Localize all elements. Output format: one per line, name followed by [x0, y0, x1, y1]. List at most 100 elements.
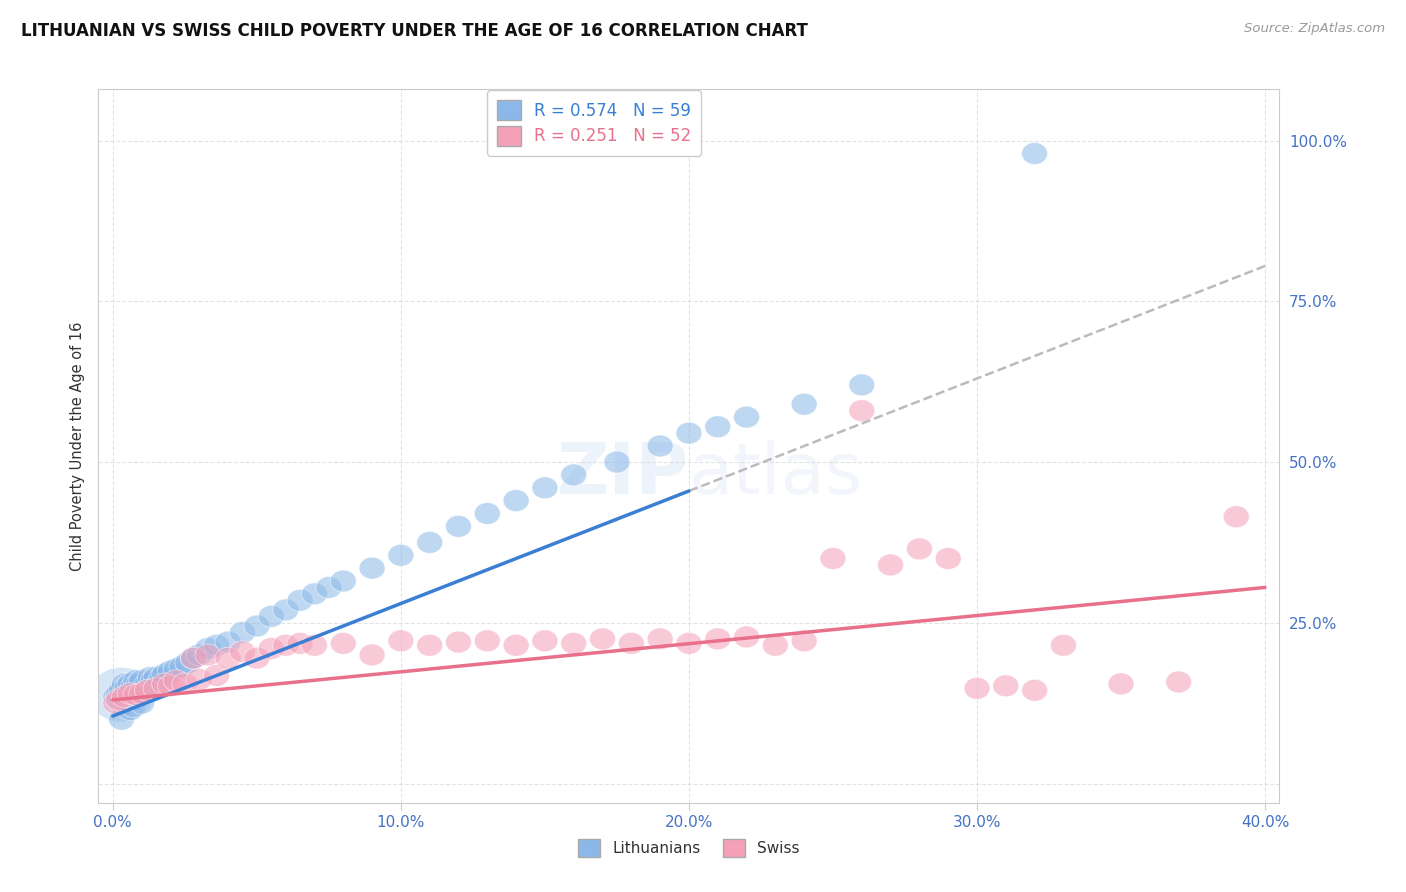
Text: Source: ZipAtlas.com: Source: ZipAtlas.com [1244, 22, 1385, 36]
Ellipse shape [132, 682, 157, 705]
Ellipse shape [195, 644, 221, 665]
Ellipse shape [111, 673, 138, 695]
Ellipse shape [125, 673, 152, 695]
Ellipse shape [301, 583, 328, 605]
Ellipse shape [229, 640, 256, 663]
Ellipse shape [1166, 671, 1192, 693]
Ellipse shape [180, 648, 207, 669]
Ellipse shape [125, 686, 152, 707]
Ellipse shape [195, 638, 221, 659]
Ellipse shape [531, 477, 558, 499]
Ellipse shape [647, 628, 673, 649]
Ellipse shape [907, 538, 932, 560]
Ellipse shape [734, 626, 759, 648]
Ellipse shape [416, 532, 443, 553]
Ellipse shape [108, 708, 135, 731]
Ellipse shape [301, 634, 328, 657]
Ellipse shape [1108, 673, 1135, 695]
Ellipse shape [330, 632, 356, 655]
Ellipse shape [676, 422, 702, 444]
Ellipse shape [135, 673, 160, 695]
Ellipse shape [122, 689, 149, 711]
Ellipse shape [965, 677, 990, 699]
Ellipse shape [215, 648, 240, 669]
Ellipse shape [152, 673, 177, 695]
Ellipse shape [243, 615, 270, 637]
Ellipse shape [108, 680, 135, 701]
Ellipse shape [174, 652, 201, 673]
Ellipse shape [561, 632, 586, 655]
Ellipse shape [114, 676, 141, 698]
Ellipse shape [129, 692, 155, 714]
Ellipse shape [734, 406, 759, 428]
Ellipse shape [388, 544, 413, 566]
Ellipse shape [762, 634, 789, 657]
Ellipse shape [273, 634, 298, 657]
Ellipse shape [146, 673, 172, 695]
Ellipse shape [849, 400, 875, 422]
Ellipse shape [474, 630, 501, 652]
Ellipse shape [792, 393, 817, 415]
Ellipse shape [531, 630, 558, 652]
Ellipse shape [122, 684, 149, 706]
Ellipse shape [135, 680, 160, 701]
Ellipse shape [605, 451, 630, 473]
Ellipse shape [704, 628, 731, 649]
Ellipse shape [849, 374, 875, 396]
Ellipse shape [138, 666, 163, 689]
Ellipse shape [152, 664, 177, 685]
Ellipse shape [229, 622, 256, 643]
Ellipse shape [143, 666, 169, 689]
Ellipse shape [259, 606, 284, 627]
Ellipse shape [149, 666, 174, 689]
Ellipse shape [330, 570, 356, 592]
Ellipse shape [935, 548, 962, 569]
Ellipse shape [1223, 506, 1249, 528]
Ellipse shape [792, 630, 817, 652]
Y-axis label: Child Poverty Under the Age of 16: Child Poverty Under the Age of 16 [70, 321, 86, 571]
Ellipse shape [647, 435, 673, 457]
Ellipse shape [122, 670, 149, 691]
Ellipse shape [163, 658, 190, 680]
Ellipse shape [111, 686, 138, 707]
Ellipse shape [316, 576, 342, 599]
Ellipse shape [446, 632, 471, 653]
Ellipse shape [163, 670, 190, 691]
Ellipse shape [186, 644, 212, 665]
Ellipse shape [359, 558, 385, 579]
Ellipse shape [120, 676, 146, 698]
Ellipse shape [503, 634, 529, 657]
Ellipse shape [877, 554, 904, 576]
Ellipse shape [259, 638, 284, 659]
Ellipse shape [186, 668, 212, 690]
Ellipse shape [474, 502, 501, 524]
Ellipse shape [243, 648, 270, 669]
Ellipse shape [1022, 143, 1047, 164]
Ellipse shape [120, 696, 146, 717]
Ellipse shape [117, 682, 143, 705]
Ellipse shape [169, 656, 195, 677]
Legend: Lithuanians, Swiss: Lithuanians, Swiss [572, 833, 806, 863]
Ellipse shape [704, 416, 731, 438]
Text: LITHUANIAN VS SWISS CHILD POVERTY UNDER THE AGE OF 16 CORRELATION CHART: LITHUANIAN VS SWISS CHILD POVERTY UNDER … [21, 22, 808, 40]
Ellipse shape [157, 660, 183, 682]
Ellipse shape [129, 682, 155, 705]
Ellipse shape [388, 630, 413, 652]
Ellipse shape [111, 689, 138, 711]
Ellipse shape [117, 698, 143, 721]
Ellipse shape [103, 686, 129, 707]
Ellipse shape [105, 689, 132, 711]
Ellipse shape [359, 644, 385, 665]
Ellipse shape [204, 665, 229, 687]
Ellipse shape [446, 516, 471, 537]
Ellipse shape [619, 632, 644, 655]
Ellipse shape [1022, 680, 1047, 701]
Ellipse shape [589, 628, 616, 649]
Ellipse shape [103, 692, 129, 714]
Text: ZIP: ZIP [557, 440, 689, 509]
Ellipse shape [287, 590, 314, 611]
Ellipse shape [416, 634, 443, 657]
Ellipse shape [117, 673, 143, 695]
Ellipse shape [273, 599, 298, 621]
Ellipse shape [1050, 634, 1077, 657]
